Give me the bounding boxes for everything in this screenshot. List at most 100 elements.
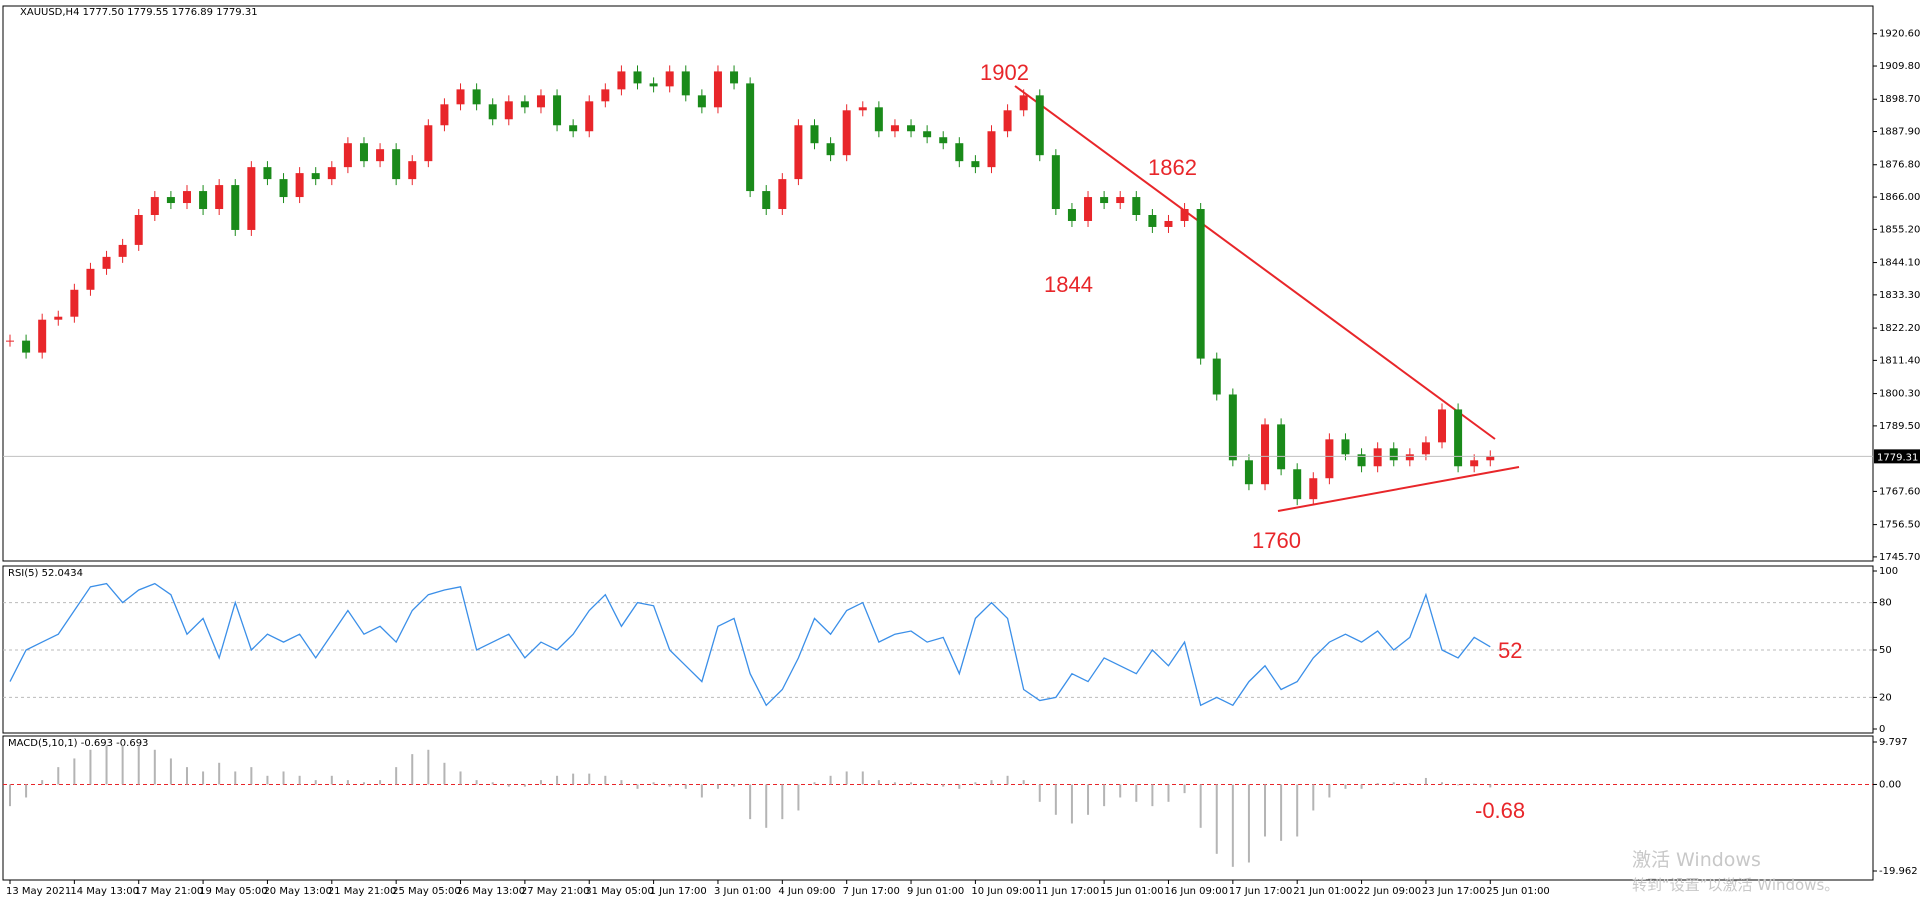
annotation: 1902 bbox=[980, 60, 1029, 85]
candle bbox=[923, 131, 932, 138]
histogram-bar bbox=[475, 780, 478, 785]
histogram-bar bbox=[861, 771, 864, 785]
y-tick-label: 20 bbox=[1879, 692, 1892, 703]
candle bbox=[424, 125, 433, 162]
y-tick-label: 1767.60 bbox=[1879, 486, 1920, 497]
y-tick-label: 0.00 bbox=[1879, 779, 1901, 790]
candle bbox=[939, 137, 948, 144]
rsi-panel bbox=[2, 565, 1874, 734]
histogram-bar bbox=[620, 780, 623, 785]
histogram-bar bbox=[765, 784, 768, 828]
histogram-bar bbox=[1408, 783, 1411, 785]
histogram-bar bbox=[507, 784, 510, 787]
x-tick-label: 4 Jun 09:00 bbox=[778, 886, 835, 897]
macd-panel bbox=[2, 735, 1874, 881]
histogram-bar bbox=[491, 782, 494, 785]
candle bbox=[1132, 197, 1141, 215]
histogram-bar bbox=[813, 782, 816, 785]
x-tick-label: 16 Jun 09:00 bbox=[1164, 886, 1228, 897]
histogram-bar bbox=[105, 745, 108, 785]
candle bbox=[440, 104, 449, 126]
candle bbox=[199, 191, 208, 210]
watermark: 激活 Windows bbox=[1632, 849, 1761, 871]
histogram-bar bbox=[1489, 784, 1492, 788]
candle bbox=[231, 185, 240, 230]
candle bbox=[1116, 197, 1125, 204]
histogram-bar bbox=[1344, 784, 1347, 789]
x-tick-label: 15 Jun 01:00 bbox=[1100, 886, 1164, 897]
histogram-bar bbox=[57, 767, 60, 785]
candle bbox=[697, 95, 706, 108]
trend-line bbox=[1014, 85, 1496, 440]
histogram-bar bbox=[1119, 784, 1122, 798]
candle bbox=[1261, 424, 1270, 485]
candle bbox=[633, 71, 642, 84]
candle bbox=[1325, 439, 1334, 479]
histogram-bar bbox=[9, 784, 11, 807]
y-tick-label: 1745.70 bbox=[1879, 552, 1920, 563]
candle bbox=[1357, 454, 1366, 467]
annotation: 1844 bbox=[1044, 272, 1093, 297]
histogram-bar bbox=[733, 784, 736, 787]
histogram-bar bbox=[330, 775, 333, 785]
y-tick-label: 1909.80 bbox=[1879, 61, 1920, 72]
histogram-bar bbox=[1360, 784, 1363, 789]
histogram-bar bbox=[556, 775, 559, 785]
candle bbox=[520, 101, 529, 108]
histogram-bar bbox=[845, 771, 848, 785]
candle bbox=[1244, 460, 1253, 485]
y-tick-label: 1833.30 bbox=[1879, 290, 1920, 301]
histogram-bar bbox=[1264, 784, 1267, 837]
x-tick-label: 25 Jun 01:00 bbox=[1486, 886, 1550, 897]
histogram-bar bbox=[1070, 784, 1073, 824]
candle bbox=[665, 71, 674, 87]
y-tick-label: 1920.60 bbox=[1879, 29, 1920, 40]
histogram-bar bbox=[893, 782, 896, 785]
histogram-bar bbox=[362, 782, 365, 785]
histogram-bar bbox=[1199, 784, 1202, 828]
x-tick-label: 1 Jun 17:00 bbox=[650, 886, 707, 897]
y-tick-label: 1876.80 bbox=[1879, 160, 1920, 171]
y-tick-label: 1887.90 bbox=[1879, 127, 1920, 138]
histogram-bar bbox=[604, 775, 607, 785]
candle bbox=[408, 161, 417, 180]
candle bbox=[1405, 454, 1414, 461]
histogram-bar bbox=[942, 784, 945, 787]
x-tick-label: 31 May 05:00 bbox=[585, 886, 654, 897]
histogram-bar bbox=[1215, 784, 1218, 854]
histogram-bar bbox=[668, 784, 671, 787]
candle bbox=[150, 197, 159, 215]
histogram-bar bbox=[89, 749, 92, 785]
histogram-bar bbox=[523, 784, 526, 787]
candle bbox=[1277, 424, 1286, 470]
histogram-bar bbox=[636, 784, 639, 789]
candle bbox=[842, 110, 851, 156]
current-price-box bbox=[1874, 449, 1920, 464]
histogram-bar bbox=[1328, 784, 1331, 798]
candle bbox=[874, 107, 883, 132]
histogram-bar bbox=[395, 767, 398, 785]
candle bbox=[54, 316, 63, 320]
histogram-bar bbox=[1103, 784, 1106, 807]
histogram-bar bbox=[1151, 784, 1154, 807]
candle bbox=[1003, 110, 1012, 132]
candle bbox=[472, 89, 481, 105]
histogram-bar bbox=[1006, 775, 1009, 785]
annotation: -0.68 bbox=[1475, 798, 1525, 823]
histogram-bar bbox=[990, 780, 993, 785]
candle bbox=[166, 197, 175, 204]
histogram-bar bbox=[1457, 784, 1460, 786]
histogram-bar bbox=[121, 745, 124, 785]
histogram-bar bbox=[588, 773, 591, 785]
candle bbox=[1341, 439, 1350, 455]
x-tick-label: 22 Jun 09:00 bbox=[1358, 886, 1422, 897]
x-tick-label: 17 Jun 17:00 bbox=[1229, 886, 1293, 897]
histogram-bar bbox=[1038, 784, 1041, 802]
histogram-bar bbox=[684, 784, 687, 789]
annotation: 1760 bbox=[1252, 528, 1301, 553]
candle bbox=[182, 191, 191, 204]
candle bbox=[359, 143, 368, 162]
annotation: 1862 bbox=[1148, 155, 1197, 180]
